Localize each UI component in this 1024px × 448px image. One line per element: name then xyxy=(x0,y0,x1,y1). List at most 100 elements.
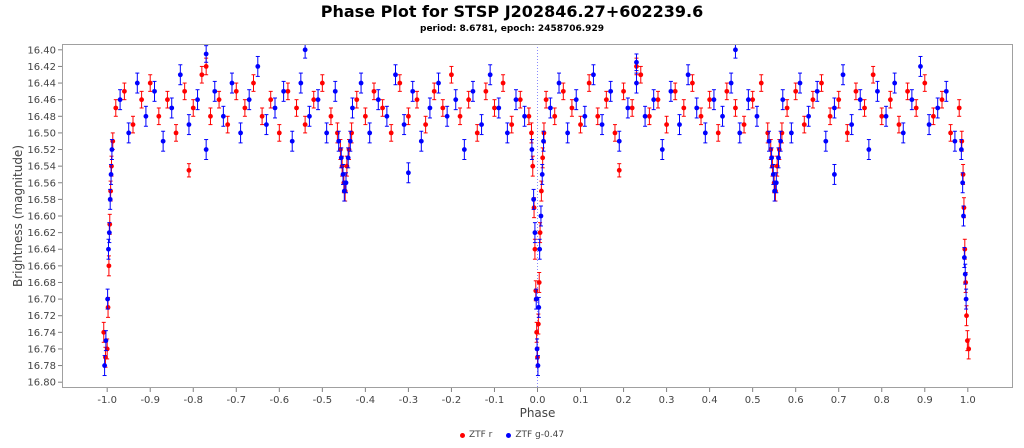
data-point-ztf-r xyxy=(672,88,678,94)
y-tick-label: 16.60 xyxy=(27,212,56,223)
y-tick-label: 16.76 xyxy=(27,344,56,355)
x-tick-label: -0.1 xyxy=(485,395,505,406)
data-point-ztf-r xyxy=(251,80,256,86)
data-point-ztf-g-0-47 xyxy=(272,105,278,111)
data-point-ztf-r xyxy=(664,122,669,127)
data-point-ztf-g-0-47 xyxy=(961,213,966,219)
data-point-ztf-g-0-47 xyxy=(324,130,330,136)
data-point-ztf-g-0-47 xyxy=(531,196,537,202)
data-point-ztf-g-0-47 xyxy=(289,138,295,144)
data-point-ztf-r xyxy=(922,80,928,86)
data-point-ztf-r xyxy=(655,97,661,103)
data-point-ztf-g-0-47 xyxy=(733,47,738,53)
data-point-ztf-g-0-47 xyxy=(711,97,717,103)
data-point-ztf-r xyxy=(948,130,954,136)
data-point-ztf-r xyxy=(595,113,601,119)
data-point-ztf-g-0-47 xyxy=(534,346,540,352)
data-point-ztf-r xyxy=(532,246,538,252)
data-point-ztf-g-0-47 xyxy=(599,122,605,127)
data-point-ztf-g-0-47 xyxy=(203,51,209,57)
x-axis-label: Phase xyxy=(519,406,556,420)
data-point-ztf-r xyxy=(964,313,969,319)
data-point-ztf-g-0-47 xyxy=(918,64,923,69)
data-point-ztf-r xyxy=(638,72,644,78)
data-point-ztf-r xyxy=(887,97,893,103)
data-point-ztf-g-0-47 xyxy=(229,80,235,86)
data-point-ztf-g-0-47 xyxy=(529,147,535,152)
data-point-ztf-g-0-47 xyxy=(926,122,932,127)
data-point-ztf-r xyxy=(285,88,291,94)
data-point-ztf-r xyxy=(483,88,489,94)
data-point-ztf-g-0-47 xyxy=(117,97,123,103)
data-point-ztf-g-0-47 xyxy=(143,113,149,119)
y-tick-label: 16.74 xyxy=(27,328,56,339)
data-point-ztf-r xyxy=(616,167,622,173)
data-point-ztf-g-0-47 xyxy=(255,64,261,69)
plot-data xyxy=(101,44,972,377)
data-point-ztf-g-0-47 xyxy=(591,72,596,78)
data-point-ztf-g-0-47 xyxy=(444,113,450,119)
data-point-ztf-g-0-47 xyxy=(832,105,837,111)
data-point-ztf-r xyxy=(690,80,695,86)
data-point-ztf-g-0-47 xyxy=(406,170,411,176)
data-point-ztf-r xyxy=(741,122,747,127)
data-point-ztf-r xyxy=(259,113,265,119)
data-point-ztf-r xyxy=(733,105,738,111)
data-point-ztf-r xyxy=(724,88,730,94)
data-point-ztf-r xyxy=(186,167,192,173)
data-point-ztf-g-0-47 xyxy=(677,122,682,127)
x-tick-label: -0.8 xyxy=(183,395,203,406)
data-point-ztf-g-0-47 xyxy=(522,113,527,119)
data-point-ztf-g-0-47 xyxy=(105,296,111,302)
data-point-ztf-g-0-47 xyxy=(952,138,958,144)
data-point-ztf-r xyxy=(319,80,325,86)
data-point-ztf-r xyxy=(560,88,566,94)
data-point-ztf-r xyxy=(715,130,721,136)
data-point-ztf-r xyxy=(538,188,544,194)
data-point-ztf-g-0-47 xyxy=(350,105,355,111)
x-tick-label: 0.2 xyxy=(616,395,632,406)
data-point-ztf-g-0-47 xyxy=(393,72,398,78)
y-tick-label: 16.68 xyxy=(27,278,56,289)
data-point-ztf-g-0-47 xyxy=(134,80,140,86)
data-point-ztf-r xyxy=(225,122,231,127)
data-point-ztf-r xyxy=(540,155,546,161)
plot-border xyxy=(62,44,1013,388)
data-point-ztf-r xyxy=(388,130,394,136)
data-point-ztf-g-0-47 xyxy=(702,130,708,136)
x-tick-label: 0.6 xyxy=(788,395,804,406)
y-tick-label: 16.52 xyxy=(27,145,56,156)
data-point-ztf-g-0-47 xyxy=(668,88,674,94)
chart-title: Phase Plot for STSP J202846.27+602239.6 xyxy=(320,2,704,21)
data-point-ztf-g-0-47 xyxy=(935,105,941,111)
data-point-ztf-g-0-47 xyxy=(427,105,433,111)
data-point-ztf-r xyxy=(397,80,403,86)
data-point-ztf-r xyxy=(913,105,919,111)
y-tick-label: 16.64 xyxy=(27,245,56,256)
data-point-ztf-r xyxy=(526,113,532,119)
data-point-ztf-r xyxy=(466,97,472,103)
data-point-ztf-r xyxy=(629,105,635,111)
data-point-ztf-g-0-47 xyxy=(102,363,108,368)
data-point-ztf-g-0-47 xyxy=(298,80,304,86)
legend-item-ztf-r: ZTF r xyxy=(459,430,492,440)
data-point-ztf-g-0-47 xyxy=(410,88,416,94)
data-point-ztf-g-0-47 xyxy=(745,97,751,103)
data-point-ztf-g-0-47 xyxy=(685,72,691,78)
data-point-ztf-r xyxy=(294,105,299,111)
data-point-ztf-g-0-47 xyxy=(107,196,113,202)
data-point-ztf-r xyxy=(431,88,437,94)
data-point-ztf-r xyxy=(106,263,112,269)
data-point-ztf-r xyxy=(216,97,222,103)
y-tick-label: 16.58 xyxy=(27,195,56,206)
data-point-ztf-g-0-47 xyxy=(532,230,538,236)
data-point-ztf-g-0-47 xyxy=(958,147,964,152)
data-point-ztf-g-0-47 xyxy=(875,88,880,94)
data-point-ztf-r xyxy=(552,113,558,119)
data-point-ztf-r xyxy=(862,105,867,111)
data-point-ztf-g-0-47 xyxy=(565,130,571,136)
y-tick-label: 16.54 xyxy=(27,162,56,173)
data-point-ztf-r xyxy=(939,97,945,103)
x-tick-label: 0.5 xyxy=(745,395,761,406)
